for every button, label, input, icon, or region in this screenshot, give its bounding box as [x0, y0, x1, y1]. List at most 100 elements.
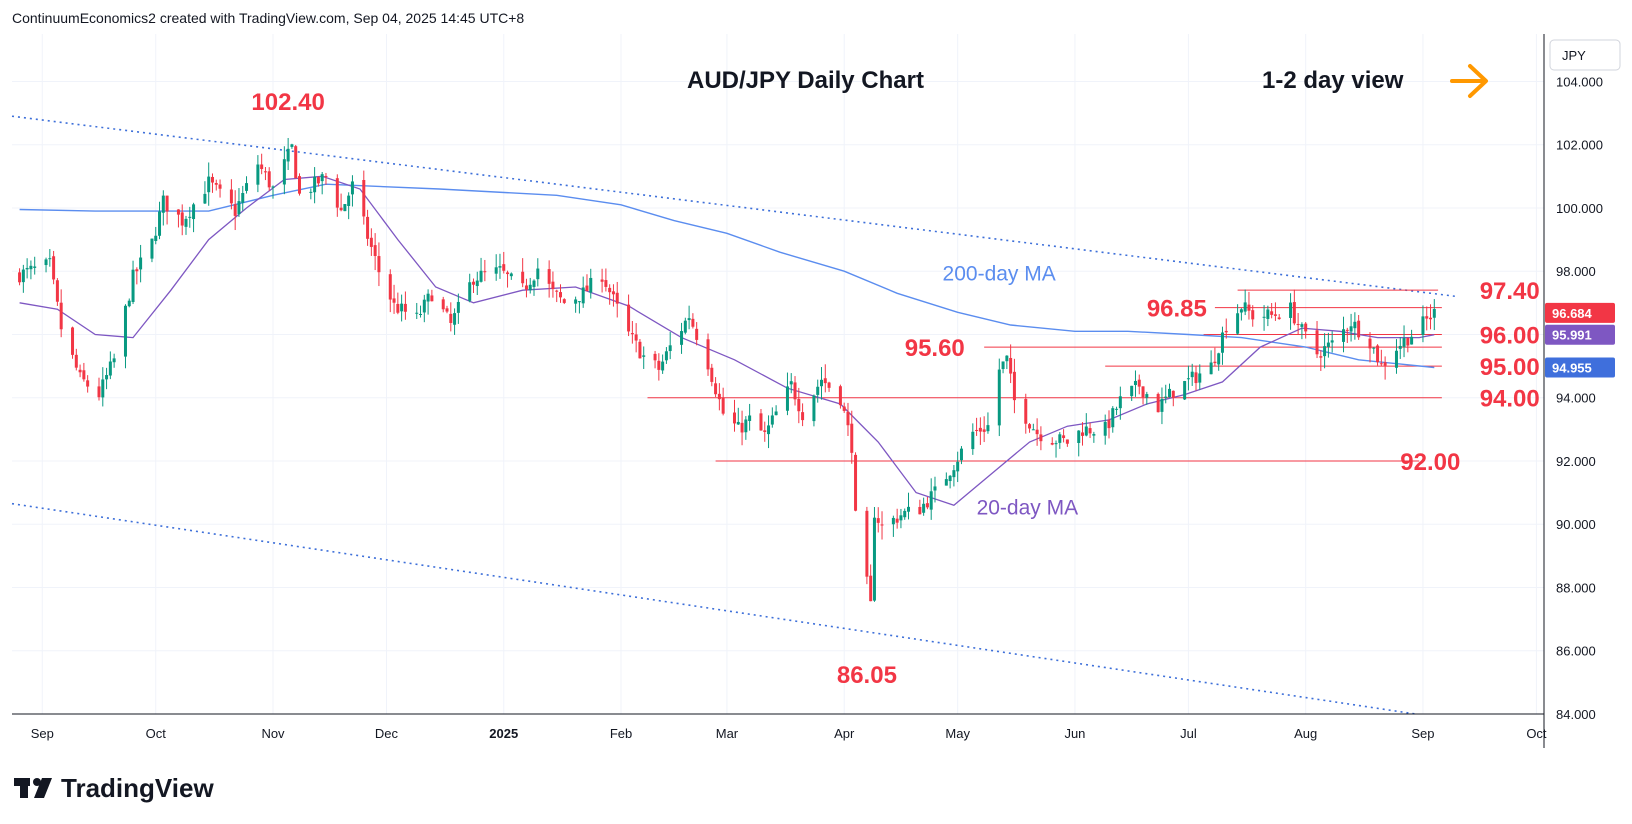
candle — [918, 499, 922, 515]
candle — [891, 515, 895, 537]
candle — [25, 258, 29, 279]
candle — [59, 289, 63, 338]
candle — [1429, 304, 1433, 330]
candle — [494, 254, 498, 281]
candle — [101, 367, 105, 407]
y-tick-label: 84.000 — [1556, 707, 1596, 722]
candle — [297, 173, 301, 196]
candle — [536, 258, 540, 287]
candle — [324, 172, 328, 185]
candle — [127, 298, 131, 308]
candle — [581, 276, 585, 308]
candle — [903, 508, 907, 520]
candle — [524, 278, 528, 298]
candle — [1217, 352, 1221, 371]
candle — [373, 233, 377, 271]
candle — [347, 192, 351, 220]
candle — [1383, 356, 1387, 380]
x-tick-label: Nov — [261, 726, 285, 741]
support-resistance-levels: 97.40 96.85 96.00 95.60 95.00 94.00 92.00 — [647, 278, 1540, 476]
candle — [1145, 391, 1149, 405]
x-tick-label: Dec — [375, 726, 399, 741]
candle — [978, 417, 982, 445]
price-tag-last: 96.684 — [1545, 302, 1615, 323]
price-tag-ma20: 95.991 — [1545, 324, 1615, 345]
candle — [48, 249, 52, 267]
candle — [611, 284, 615, 307]
y-tick-label: 88.000 — [1556, 580, 1596, 595]
candle — [74, 348, 78, 371]
candle — [52, 250, 56, 285]
candle — [521, 258, 525, 288]
candle — [1315, 321, 1319, 359]
brand-logo[interactable]: TradingView — [14, 773, 214, 803]
candle — [233, 190, 237, 231]
candle — [309, 188, 313, 200]
candle — [139, 244, 143, 283]
candle — [876, 507, 880, 533]
candle — [1156, 392, 1160, 413]
candle — [642, 346, 646, 369]
candle — [445, 305, 449, 314]
candle — [1050, 437, 1054, 446]
candle — [922, 497, 926, 516]
candle — [1394, 339, 1398, 374]
candle — [1001, 361, 1005, 374]
candle — [335, 174, 339, 217]
candle — [1039, 426, 1043, 451]
candle — [82, 362, 86, 382]
candle — [801, 403, 805, 427]
level-label: 94.00 — [1480, 386, 1540, 413]
high-annotation: 102.40 — [251, 89, 324, 116]
candle — [1243, 289, 1247, 316]
candle — [165, 195, 169, 225]
candle — [1349, 313, 1353, 342]
candle — [532, 279, 536, 296]
candle — [1186, 365, 1190, 391]
candle — [1058, 432, 1062, 449]
candle — [865, 506, 869, 585]
candle — [748, 403, 752, 431]
candle — [774, 405, 778, 416]
price-tag-label: 96.684 — [1552, 306, 1593, 321]
y-tick-label: 104.000 — [1556, 74, 1603, 89]
x-tick-label: Sep — [31, 726, 54, 741]
candle — [1353, 312, 1357, 340]
arrow-right-icon — [1450, 64, 1488, 98]
candle — [986, 412, 990, 434]
candle — [608, 284, 612, 305]
y-tick-label: 102.000 — [1556, 138, 1603, 153]
currency-badge[interactable]: JPY — [1549, 39, 1621, 71]
candle — [498, 253, 502, 279]
brand-name: TradingView — [61, 773, 214, 803]
candle — [1198, 364, 1202, 390]
candle — [1062, 429, 1066, 443]
candle — [732, 399, 736, 432]
candle — [1012, 358, 1016, 414]
candle — [192, 202, 196, 233]
candle — [1277, 314, 1281, 320]
candle — [971, 423, 975, 455]
candle — [71, 326, 75, 359]
candle — [271, 185, 275, 199]
candle — [997, 358, 1001, 437]
candle — [577, 301, 581, 314]
x-tick-label: Oct — [1526, 726, 1547, 741]
candle — [1368, 332, 1372, 363]
candle — [1103, 414, 1107, 445]
candle — [509, 272, 513, 280]
candle — [377, 242, 381, 287]
candle — [1092, 431, 1096, 443]
candle — [55, 278, 59, 306]
time-axis: Sep Oct Nov Dec 2025 Feb Mar Apr May Jun Jul Aug Sep… — [31, 726, 1547, 741]
candle — [604, 268, 608, 292]
candle — [1111, 406, 1115, 433]
candle — [320, 172, 324, 195]
level-label: 95.00 — [1480, 354, 1540, 381]
candle — [286, 137, 290, 171]
grid — [12, 34, 1544, 715]
candle — [1024, 393, 1028, 434]
x-tick-label: May — [945, 726, 970, 741]
candle — [449, 302, 453, 332]
candle — [131, 260, 135, 305]
